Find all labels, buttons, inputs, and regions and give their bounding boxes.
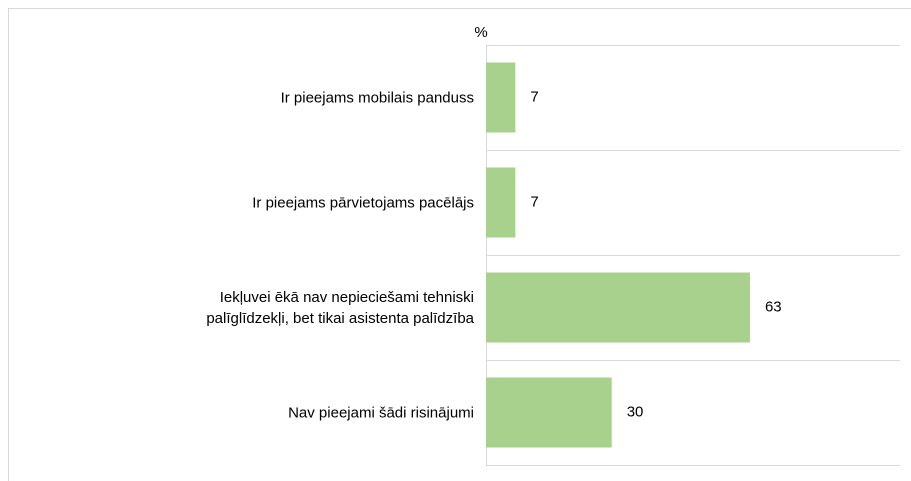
category-label: Ir pieejams mobilais panduss xyxy=(280,89,474,106)
data-label: 63 xyxy=(765,298,782,315)
bar xyxy=(486,167,516,238)
data-label: 7 xyxy=(530,88,538,105)
bar xyxy=(486,272,750,343)
chart-border xyxy=(8,8,911,481)
category-label: Nav pieejami šādi risinājumi xyxy=(288,404,474,421)
category-label: Iekļuvei ēkā nav nepieciešami tehniski p… xyxy=(206,288,474,327)
bar xyxy=(486,377,612,448)
bar xyxy=(486,62,516,133)
data-label: 7 xyxy=(530,193,538,210)
data-label: 30 xyxy=(627,403,644,420)
category-label: Ir pieejams pārvietojams pacēlājs xyxy=(252,194,474,211)
axis-label: % xyxy=(474,24,487,41)
